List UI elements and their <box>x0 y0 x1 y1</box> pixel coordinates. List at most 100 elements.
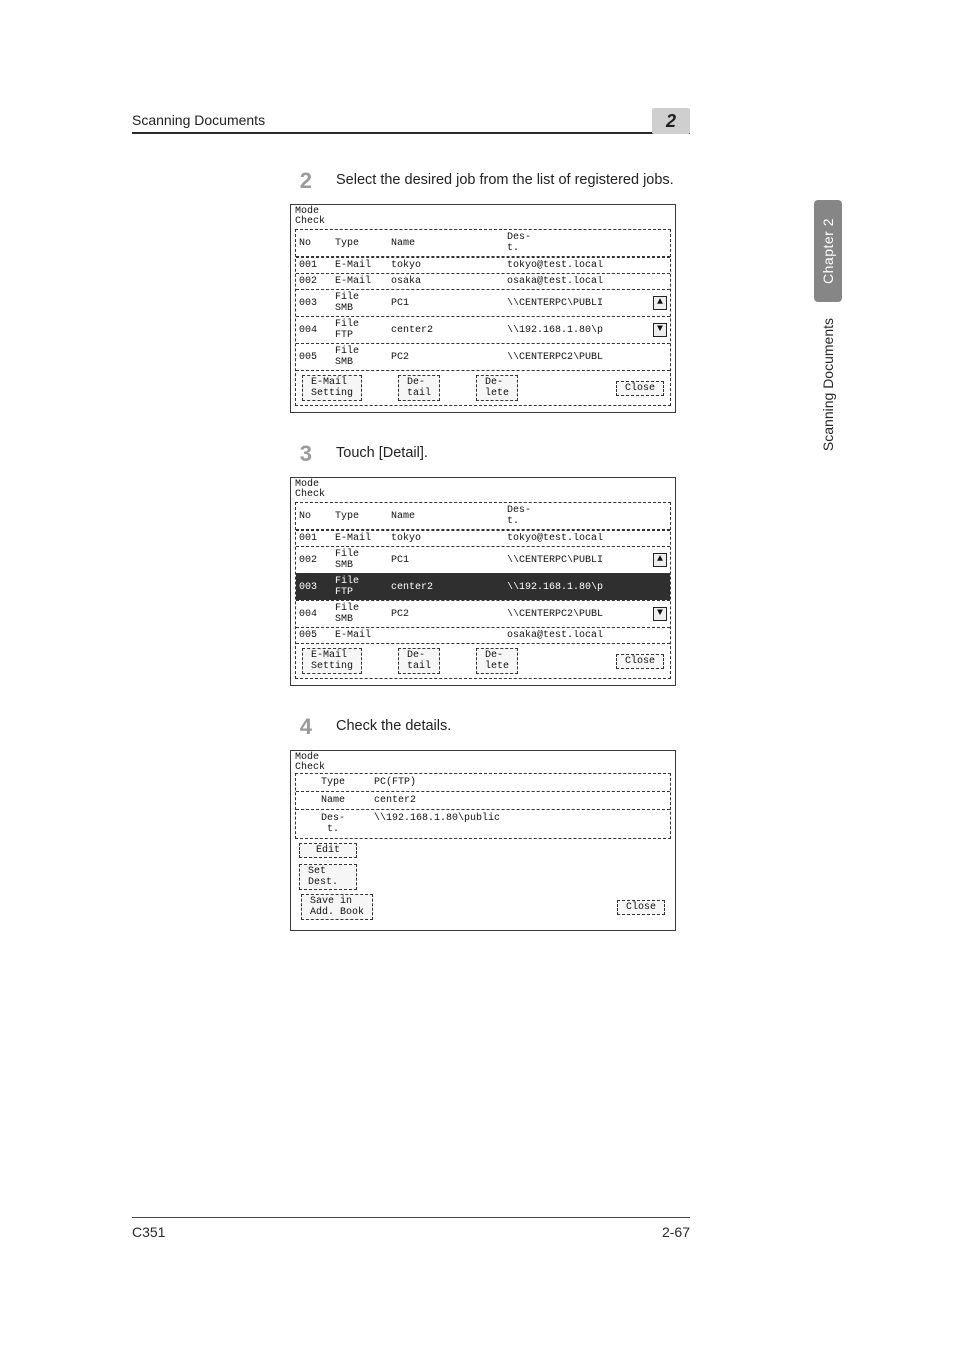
cell-no: 001 <box>299 260 333 271</box>
list-header: No Type Name Des- t. <box>296 503 670 530</box>
cell-no: 002 <box>299 276 333 287</box>
list-item[interactable]: 005 File SMB PC2 \\CENTERPC2\PUBL <box>296 343 670 370</box>
col-no: No <box>299 511 333 522</box>
save-addbook-button[interactable]: Save in Add. Book <box>301 894 373 920</box>
step-text-2: Select the desired job from the list of … <box>336 168 674 194</box>
step-text-4: Check the details. <box>336 714 451 740</box>
detail-name-val: center2 <box>370 792 670 809</box>
footer-model: C351 <box>132 1224 165 1240</box>
panel-title: Mode Check <box>291 205 675 227</box>
cell-name: osaka <box>391 276 505 287</box>
cell-dest: \\192.168.1.80\p <box>507 582 647 593</box>
cell-dest: \\CENTERPC2\PUBL <box>507 609 647 620</box>
cell-dest: \\CENTERPC2\PUBL <box>507 352 647 363</box>
cell-name: PC1 <box>391 555 505 566</box>
step-number-3: 3 <box>290 441 312 467</box>
chapter-corner-badge: 2 <box>652 108 690 134</box>
scroll-up-icon[interactable]: ▲ <box>653 296 667 310</box>
cell-type: E-Mail <box>335 276 389 287</box>
cell-type: File FTP <box>335 576 389 598</box>
cell-dest: osaka@test.local <box>507 276 647 287</box>
list-item[interactable]: 004 File SMB PC2 \\CENTERPC2\PUBL ▼ <box>296 600 670 627</box>
step-number-4: 4 <box>290 714 312 740</box>
chapter-tab: Chapter 2 <box>814 200 842 302</box>
close-button[interactable]: Close <box>616 654 664 669</box>
job-list-panel-2: Mode Check No Type Name Des- t. 001 E-Ma… <box>290 477 676 686</box>
cell-name: PC2 <box>391 609 505 620</box>
set-dest-button[interactable]: Set Dest. <box>299 864 357 890</box>
list-item[interactable]: 003 File FTP center2 \\192.168.1.80\p <box>296 573 670 600</box>
cell-no: 003 <box>299 582 333 593</box>
detail-type-val: PC(FTP) <box>370 774 670 791</box>
scroll-down-icon[interactable]: ▼ <box>653 607 667 621</box>
step-number-2: 2 <box>290 168 312 194</box>
cell-dest: \\CENTERPC\PUBLI <box>507 555 647 566</box>
detail-dest-key: Des- t. <box>296 810 370 838</box>
cell-dest: \\192.168.1.80\p <box>507 325 647 336</box>
header-rule <box>132 132 690 134</box>
col-dest: Des- t. <box>507 505 647 527</box>
footer-page: 2-67 <box>662 1224 690 1240</box>
footer-rule <box>132 1217 690 1218</box>
job-list-panel-1: Mode Check No Type Name Des- t. 001 E-Ma… <box>290 204 676 413</box>
cell-type: File SMB <box>335 292 389 314</box>
col-type: Type <box>335 238 389 249</box>
detail-button[interactable]: De- tail <box>398 375 440 401</box>
cell-dest: osaka@test.local <box>507 630 647 641</box>
cell-no: 005 <box>299 352 333 363</box>
detail-type-key: Type <box>296 774 370 791</box>
panel-title: Mode Check <box>291 751 675 773</box>
col-type: Type <box>335 511 389 522</box>
cell-name: center2 <box>391 582 505 593</box>
list-item[interactable]: 001 E-Mail tokyo tokyo@test.local <box>296 530 670 546</box>
job-list: No Type Name Des- t. 001 E-Mail tokyo to… <box>295 229 671 406</box>
cell-type: E-Mail <box>335 630 389 641</box>
detail-name-key: Name <box>296 792 370 809</box>
detail-panel: Mode Check Type PC(FTP) Name center2 Des… <box>290 750 676 931</box>
list-header: No Type Name Des- t. <box>296 230 670 257</box>
cell-no: 005 <box>299 630 333 641</box>
side-tab-stack: Chapter 2 Scanning Documents <box>814 200 842 457</box>
detail-button[interactable]: De- tail <box>398 648 440 674</box>
email-setting-button[interactable]: E-Mail Setting <box>302 648 362 674</box>
cell-no: 004 <box>299 609 333 620</box>
cell-no: 003 <box>299 298 333 309</box>
cell-name: PC1 <box>391 298 505 309</box>
scroll-up-icon[interactable]: ▲ <box>653 553 667 567</box>
job-list: No Type Name Des- t. 001 E-Mail tokyo to… <box>295 502 671 679</box>
close-button[interactable]: Close <box>617 900 665 915</box>
col-name: Name <box>391 238 505 249</box>
email-setting-button[interactable]: E-Mail Setting <box>302 375 362 401</box>
cell-type: File SMB <box>335 603 389 625</box>
scroll-down-icon[interactable]: ▼ <box>653 323 667 337</box>
step-text-3: Touch [Detail]. <box>336 441 428 467</box>
list-item[interactable]: 004 File FTP center2 \\192.168.1.80\p ▼ <box>296 316 670 343</box>
cell-no: 004 <box>299 325 333 336</box>
edit-button[interactable]: Edit <box>299 843 357 858</box>
detail-dest-val: \\192.168.1.80\public <box>370 810 670 838</box>
close-button[interactable]: Close <box>616 381 664 396</box>
running-title: Scanning Documents <box>132 112 690 128</box>
cell-type: File SMB <box>335 549 389 571</box>
list-item[interactable]: 003 File SMB PC1 \\CENTERPC\PUBLI ▲ <box>296 289 670 316</box>
list-item[interactable]: 005 E-Mail osaka@test.local <box>296 627 670 643</box>
cell-dest: \\CENTERPC\PUBLI <box>507 298 647 309</box>
list-item[interactable]: 002 E-Mail osaka osaka@test.local <box>296 273 670 289</box>
delete-button[interactable]: De- lete <box>476 375 518 401</box>
delete-button[interactable]: De- lete <box>476 648 518 674</box>
col-dest: Des- t. <box>507 232 647 254</box>
col-no: No <box>299 238 333 249</box>
cell-type: File SMB <box>335 346 389 368</box>
cell-dest: tokyo@test.local <box>507 533 647 544</box>
cell-no: 001 <box>299 533 333 544</box>
cell-type: E-Mail <box>335 260 389 271</box>
section-vertical-label: Scanning Documents <box>814 312 842 457</box>
cell-type: File FTP <box>335 319 389 341</box>
cell-name: tokyo <box>391 260 505 271</box>
panel-title: Mode Check <box>291 478 675 500</box>
cell-name: PC2 <box>391 352 505 363</box>
cell-name: tokyo <box>391 533 505 544</box>
list-item[interactable]: 002 File SMB PC1 \\CENTERPC\PUBLI ▲ <box>296 546 670 573</box>
cell-type: E-Mail <box>335 533 389 544</box>
list-item[interactable]: 001 E-Mail tokyo tokyo@test.local <box>296 257 670 273</box>
